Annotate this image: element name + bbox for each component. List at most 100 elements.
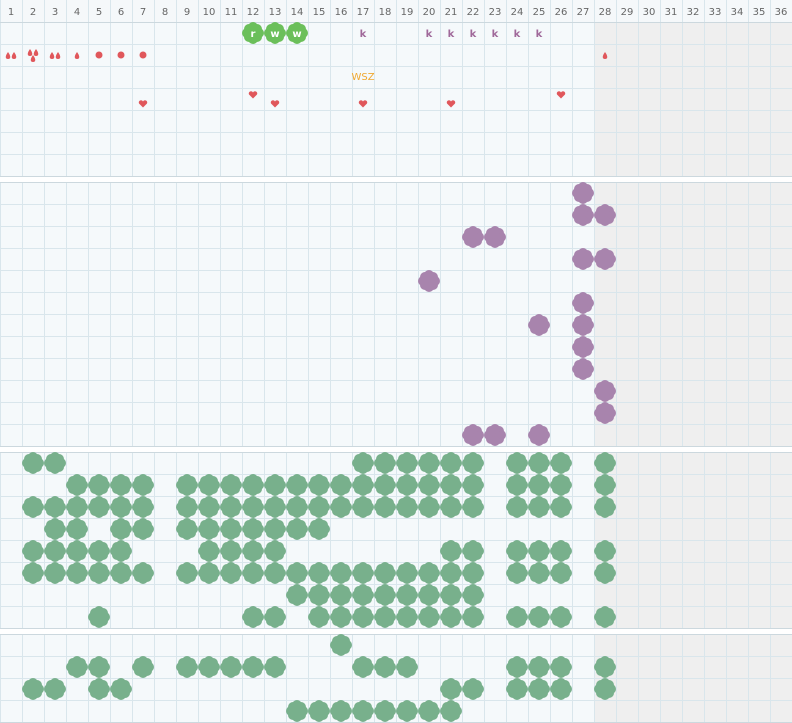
green-blob — [374, 562, 396, 584]
green-blob — [132, 474, 154, 496]
green-blob — [352, 584, 374, 606]
blob-part — [468, 238, 478, 248]
blob-part — [512, 656, 522, 666]
blob-part — [380, 712, 390, 722]
column-number: 1 — [8, 7, 14, 18]
blob-part — [138, 668, 148, 678]
green-blob — [594, 496, 616, 518]
blob-part — [512, 496, 522, 506]
blob-part — [94, 690, 104, 700]
blob-part — [116, 496, 126, 506]
drop-icon — [49, 52, 55, 59]
blob-part — [226, 656, 236, 666]
green-blob — [506, 606, 528, 628]
blob-part — [424, 712, 434, 722]
letter-badge — [264, 22, 286, 44]
green-blob — [264, 606, 286, 628]
blob-part — [534, 474, 544, 484]
blob-part — [204, 574, 214, 584]
blob-part — [314, 574, 324, 584]
green-blob — [550, 474, 572, 496]
blob-part — [468, 540, 478, 550]
blob-part — [270, 540, 280, 550]
green-blob — [22, 452, 44, 474]
blob-part — [424, 452, 434, 462]
blob-part — [556, 464, 566, 474]
blob-part — [204, 540, 214, 550]
blob-part — [314, 606, 324, 616]
blob-part — [600, 496, 610, 506]
blob-part — [182, 574, 192, 584]
green-blob — [44, 496, 66, 518]
blob-part — [182, 474, 192, 484]
blob-part — [336, 508, 346, 518]
column-number: 22 — [467, 7, 480, 18]
green-blob — [462, 584, 484, 606]
green-blob — [418, 606, 440, 628]
green-blob — [594, 540, 616, 562]
green-blob — [550, 540, 572, 562]
purple-blob — [462, 226, 484, 248]
green-blob — [264, 474, 286, 496]
blob-part — [182, 508, 192, 518]
green-blob — [352, 700, 374, 722]
blob-part — [578, 292, 588, 302]
blob-part — [270, 22, 280, 32]
blob-part — [116, 552, 126, 562]
blob-part — [94, 606, 104, 616]
column-number: 6 — [118, 7, 124, 18]
blob-part — [578, 348, 588, 358]
blob-part — [204, 656, 214, 666]
green-blob — [198, 562, 220, 584]
green-blob — [308, 700, 330, 722]
purple-blob — [572, 292, 594, 314]
column-number: 35 — [753, 7, 766, 18]
blob-part — [600, 414, 610, 424]
green-blob — [462, 678, 484, 700]
purple-blob — [594, 248, 616, 270]
column-number: 32 — [687, 7, 700, 18]
blob-part — [336, 574, 346, 584]
blob-part — [402, 584, 412, 594]
blob-part — [358, 668, 368, 678]
blob-part — [578, 370, 588, 380]
blob-part — [116, 530, 126, 540]
blob-part — [270, 668, 280, 678]
green-blob — [198, 540, 220, 562]
blob-part — [468, 424, 478, 434]
green-blob — [506, 540, 528, 562]
blob-part — [314, 518, 324, 528]
blob-part — [534, 486, 544, 496]
blob-part — [116, 540, 126, 550]
blob-part — [534, 690, 544, 700]
blob-part — [248, 668, 258, 678]
blob-part — [270, 552, 280, 562]
blob-part — [358, 574, 368, 584]
blob-part — [512, 574, 522, 584]
green-blob — [330, 584, 352, 606]
blob-part — [336, 562, 346, 572]
green-blob — [264, 496, 286, 518]
blob-part — [380, 574, 390, 584]
day-letter: k — [426, 29, 433, 40]
blob-part — [358, 452, 368, 462]
green-blob — [506, 678, 528, 700]
blob-part — [248, 508, 258, 518]
blob-part — [446, 700, 456, 710]
blob-part — [402, 452, 412, 462]
blob-part — [50, 678, 60, 688]
blob-part — [314, 474, 324, 484]
green-blob — [132, 562, 154, 584]
green-blob — [286, 496, 308, 518]
green-blob — [242, 540, 264, 562]
blob-part — [226, 518, 236, 528]
green-blob — [396, 452, 418, 474]
column-number: 7 — [140, 7, 146, 18]
blob-part — [556, 496, 566, 506]
blob-part — [578, 204, 588, 214]
column-number: 4 — [74, 7, 80, 18]
green-blob — [550, 678, 572, 700]
green-blob — [396, 656, 418, 678]
blob-part — [578, 194, 588, 204]
